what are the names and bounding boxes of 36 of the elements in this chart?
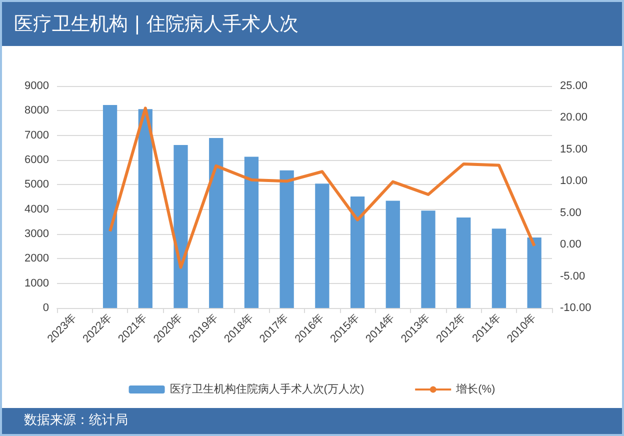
y-tick-label: 2000 bbox=[24, 252, 49, 265]
y-tick-label: 1000 bbox=[24, 277, 49, 290]
y2-tick-label: 25.00 bbox=[560, 80, 588, 92]
bar bbox=[209, 138, 224, 308]
y2-tick-label: 20.00 bbox=[560, 112, 588, 124]
y-tick-label: 4000 bbox=[24, 203, 49, 216]
bar bbox=[350, 196, 365, 308]
bar bbox=[138, 109, 152, 308]
bar bbox=[102, 104, 118, 308]
y-tick-label: 7000 bbox=[24, 129, 49, 142]
bar bbox=[386, 200, 400, 308]
source-note: 数据来源：统计局 bbox=[2, 408, 622, 434]
y-tick-label: 3000 bbox=[24, 228, 49, 240]
y-tick-label: 6000 bbox=[24, 154, 49, 166]
bar bbox=[421, 210, 436, 308]
y-tick-label: 8000 bbox=[24, 104, 49, 117]
bar bbox=[315, 184, 330, 308]
y2-tick-label: 5.00 bbox=[560, 206, 582, 219]
bar bbox=[492, 228, 506, 308]
chart-title: 医疗卫生机构 | 住院病人手术人次 bbox=[2, 2, 622, 46]
legend-label: 医疗卫生机构住院病人手术人次(万人次) bbox=[170, 382, 364, 396]
y-tick-label: 5000 bbox=[24, 178, 49, 191]
y-tick-label: 9000 bbox=[24, 80, 49, 92]
bar bbox=[527, 237, 542, 308]
bar bbox=[456, 217, 471, 308]
y-tick-label: 0 bbox=[42, 302, 49, 314]
y2-tick-label: -10.00 bbox=[560, 302, 592, 314]
y2-tick-label: 0.00 bbox=[560, 238, 582, 251]
y2-tick-label: 15.00 bbox=[560, 143, 588, 156]
legend-label: 增长(%) bbox=[455, 382, 496, 396]
line-series bbox=[108, 106, 536, 269]
bar bbox=[244, 156, 259, 308]
bar bbox=[280, 170, 294, 308]
bar bbox=[174, 144, 188, 308]
y2-tick-label: -5.00 bbox=[560, 270, 586, 282]
y2-tick-label: 10.00 bbox=[560, 175, 588, 188]
